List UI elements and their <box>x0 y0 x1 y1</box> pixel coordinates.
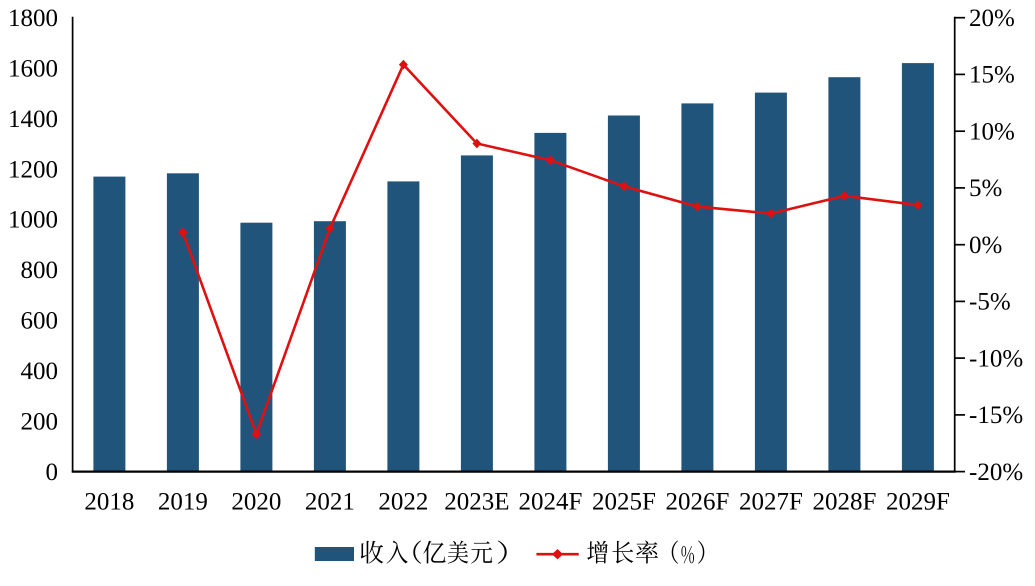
svg-text:1200: 1200 <box>8 156 58 183</box>
svg-text:2026F: 2026F <box>665 489 729 516</box>
svg-text:800: 800 <box>21 257 59 284</box>
svg-text:-10%: -10% <box>969 345 1023 372</box>
svg-text:2024F: 2024F <box>518 489 582 516</box>
svg-text:1600: 1600 <box>8 55 58 82</box>
svg-text:1400: 1400 <box>8 106 58 133</box>
svg-text:1000: 1000 <box>8 207 58 234</box>
svg-text:600: 600 <box>21 308 59 335</box>
svg-text:20%: 20% <box>969 5 1015 32</box>
svg-text:15%: 15% <box>969 62 1015 89</box>
svg-text:10%: 10% <box>969 119 1015 146</box>
svg-text:0%: 0% <box>969 232 1002 259</box>
svg-text:-20%: -20% <box>969 459 1023 486</box>
svg-text:400: 400 <box>21 358 59 385</box>
svg-text:0: 0 <box>46 459 59 486</box>
svg-text:2018: 2018 <box>84 489 134 516</box>
svg-text:2025F: 2025F <box>592 489 656 516</box>
svg-text:5%: 5% <box>969 175 1002 202</box>
svg-text:2027F: 2027F <box>739 489 803 516</box>
svg-text:2019: 2019 <box>158 489 208 516</box>
svg-text:2029F: 2029F <box>886 489 950 516</box>
svg-text:200: 200 <box>21 409 59 436</box>
svg-text:-15%: -15% <box>969 402 1023 429</box>
svg-text:2022: 2022 <box>378 489 428 516</box>
svg-text:2028F: 2028F <box>812 489 876 516</box>
svg-text:-5%: -5% <box>969 289 1011 316</box>
svg-text:2020: 2020 <box>231 489 281 516</box>
svg-text:1800: 1800 <box>8 5 58 32</box>
svg-text:2021: 2021 <box>305 489 355 516</box>
svg-text:2023E: 2023E <box>444 489 509 516</box>
